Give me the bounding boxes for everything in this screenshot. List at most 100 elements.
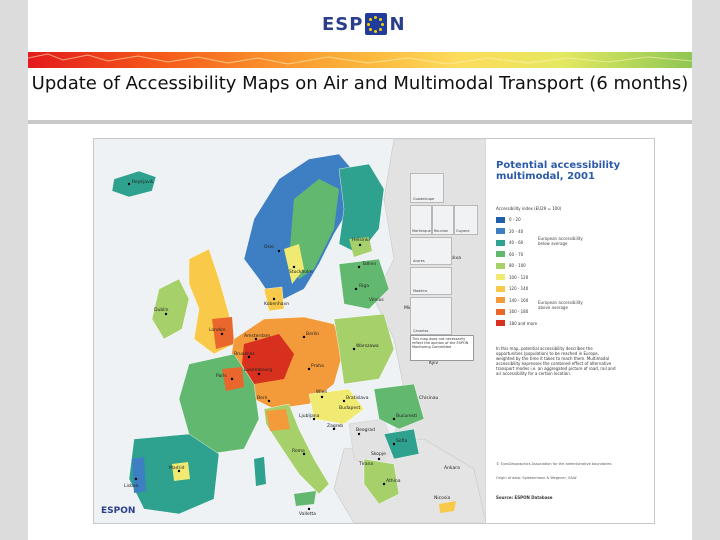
city-label-moskva: Moskva bbox=[444, 255, 461, 261]
cyprus bbox=[439, 501, 456, 513]
city-label-valletta: Valletta bbox=[299, 511, 316, 517]
city-label-zagreb: Zagreb bbox=[327, 423, 343, 429]
city-label-tallinn: Tallinn bbox=[361, 261, 376, 267]
inset-box: Acores bbox=[410, 237, 452, 265]
eu-flag-icon bbox=[365, 13, 388, 35]
legend-class-label: 40 - 60 bbox=[509, 240, 524, 245]
city-label-kyiv: Kyiv bbox=[429, 360, 439, 366]
legend-class-label: 20 - 40 bbox=[509, 228, 524, 234]
title-divider bbox=[28, 120, 692, 124]
sicily bbox=[294, 491, 316, 506]
legend-swatch bbox=[496, 274, 505, 280]
city-label-amsterdam: Amsterdam bbox=[244, 333, 270, 339]
sweden-inland bbox=[289, 179, 339, 279]
inset-label: Guadeloupe bbox=[413, 197, 435, 201]
espon-logo: ESP N bbox=[322, 12, 406, 36]
sardinia bbox=[254, 457, 266, 486]
city-label-athina: Athina bbox=[386, 478, 401, 484]
legend-copyright: © EuroGeographics Association for the ad… bbox=[496, 462, 612, 466]
inset-label: Martinique bbox=[412, 229, 431, 233]
legend-class-row: 100 - 120 bbox=[496, 274, 528, 281]
city-label-reykjavik: Reykjavik bbox=[132, 179, 154, 185]
city-label-roma: Roma bbox=[292, 448, 305, 454]
city-label-nicosia: Nicosia bbox=[434, 495, 450, 501]
city-label-berlin: Berlin bbox=[306, 331, 319, 337]
legend-note-above: European accessibility above average bbox=[538, 300, 583, 310]
poland bbox=[333, 313, 395, 385]
city-label-bern: Bern bbox=[257, 395, 268, 401]
legend-swatch bbox=[496, 262, 505, 269]
city-label-ljubljana: Ljubljana bbox=[299, 413, 320, 419]
city-label-kobenhavn: Kobenhavn bbox=[264, 301, 289, 307]
city-label-helsinki: Helsinki bbox=[352, 237, 370, 243]
city-label-luxembourg: Luxembourg bbox=[244, 367, 272, 373]
legend-swatch bbox=[496, 308, 505, 315]
europe-accessibility-map: Reykjavik Helsinki Oslo Stockholm Tallin… bbox=[94, 139, 486, 523]
city-label-tirana: Tirana bbox=[358, 461, 373, 467]
city-label-sofia: Sofia bbox=[396, 438, 407, 444]
legend-swatch bbox=[496, 320, 505, 326]
city-label-skopje: Skopje bbox=[371, 451, 386, 457]
legend-class-row: 80 - 100 bbox=[496, 262, 526, 269]
helsinki-area bbox=[349, 237, 372, 257]
legend-class-row: 160 - 180 bbox=[496, 308, 528, 315]
legend-class-label: 0 - 20 bbox=[509, 217, 521, 222]
city-label-bratislava: Bratislava bbox=[346, 395, 369, 401]
northern-italy bbox=[266, 409, 290, 431]
city-label-praha: Praha bbox=[311, 363, 324, 369]
city-label-bucuresti: Bucuresti bbox=[396, 413, 417, 419]
london-area bbox=[212, 317, 234, 349]
slide-title: Update of Accessibility Maps on Air and … bbox=[31, 73, 689, 94]
inset-box: Reunion bbox=[432, 205, 454, 235]
accessibility-color-banner bbox=[28, 52, 692, 70]
legend-class-row: 20 - 40 bbox=[496, 228, 523, 235]
inset-box: Canarias bbox=[410, 297, 452, 335]
city-label-warszawa: Warszawa bbox=[356, 343, 379, 349]
city-label-madrid: Madrid bbox=[169, 465, 185, 471]
city-label-lisboa: Lisboa bbox=[124, 483, 139, 489]
inset-box: Madeira bbox=[410, 267, 452, 295]
inset-label: Acores bbox=[413, 259, 425, 263]
legend-data-origin: Origin of data: Spiekermann & Wegener, S… bbox=[496, 476, 577, 480]
western-balkans bbox=[348, 418, 395, 470]
legend-class-label: 120 - 140 bbox=[509, 286, 529, 291]
legend-class-row: 180 and more bbox=[496, 320, 537, 327]
city-label-bruxelles: Bruxelles bbox=[234, 351, 255, 357]
city-label-stockholm: Stockholm bbox=[289, 269, 313, 275]
legend-swatch bbox=[496, 239, 505, 246]
legend-class-row: 40 - 60 bbox=[496, 239, 523, 246]
city-label-paris: Paris bbox=[216, 373, 227, 379]
city-label-beograd: Beograd bbox=[356, 427, 375, 433]
inset-box: Martinique bbox=[410, 205, 432, 235]
map-legend: Potential accessibility multimodal, 2001… bbox=[486, 140, 652, 520]
iceland bbox=[111, 170, 157, 198]
benelux-rhine-core bbox=[242, 334, 294, 384]
legend-class-label: 160 - 180 bbox=[509, 309, 529, 314]
disclaimer-box: This map does not necessarily reflect th… bbox=[410, 335, 474, 361]
title-box bbox=[28, 68, 692, 120]
legend-class-label: 140 - 160 bbox=[509, 297, 529, 303]
portugal bbox=[132, 457, 146, 493]
city-label-vilnius: Vilnius bbox=[369, 297, 384, 303]
legend-title-line1: Potential accessibility bbox=[496, 160, 621, 171]
footer-espon-logo: ESPON bbox=[101, 506, 136, 516]
baltic-states bbox=[338, 258, 390, 310]
logo-text: ESP bbox=[322, 13, 364, 35]
legend-swatch bbox=[496, 251, 505, 257]
inset-label: Madeira bbox=[413, 289, 428, 293]
inset-box: Guyane bbox=[454, 205, 478, 235]
city-label-dublin: Dublin bbox=[154, 307, 169, 313]
city-label-oslo: Oslo bbox=[264, 244, 274, 250]
stockholm-area bbox=[284, 244, 304, 284]
legend-class-row: 60 - 70 bbox=[496, 251, 523, 258]
legend-class-row: 140 - 160 bbox=[496, 297, 528, 304]
legend-class-label: 80 - 100 bbox=[509, 263, 526, 268]
ireland bbox=[151, 278, 190, 340]
legend-subtitle: Accessibility index (EU29 = 100) bbox=[496, 206, 562, 211]
legend-swatch bbox=[496, 285, 505, 292]
legend-title: Potential accessibility multimodal, 2001 bbox=[496, 160, 620, 182]
inset-label: Canarias bbox=[413, 329, 429, 333]
legend-class-label: 60 - 70 bbox=[509, 251, 524, 257]
city-label-riga: Riga bbox=[359, 283, 369, 289]
bulgaria bbox=[383, 428, 420, 460]
